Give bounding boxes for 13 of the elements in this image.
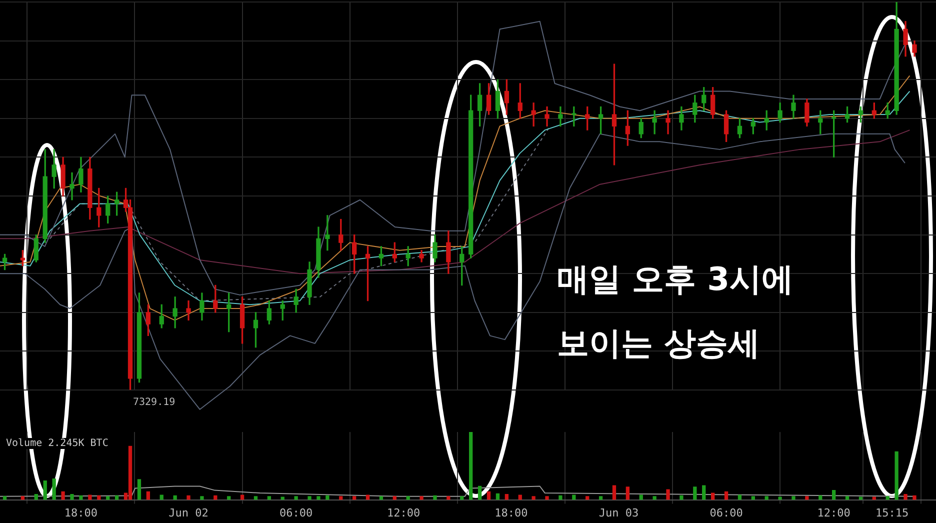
annotation: 매일 오후 3시에	[557, 259, 794, 300]
x-tick-label: 18:00	[64, 506, 98, 520]
x-tick-label: 06:00	[280, 506, 313, 520]
x-tick-label: 06:00	[710, 506, 743, 520]
x-tick-label: 15:15	[876, 506, 909, 520]
x-tick-label: 12:00	[387, 506, 420, 520]
x-tick-label: Jun 03	[598, 506, 639, 520]
x-tick-label: 12:00	[817, 506, 850, 520]
x-tick-label: Jun 02	[168, 506, 208, 520]
text: 7329.19	[133, 397, 176, 408]
annotation: 보이는 상승세	[557, 323, 760, 364]
text: Volume 2.245K BTC	[4, 438, 110, 449]
x-tick-label: 18:00	[494, 506, 528, 520]
